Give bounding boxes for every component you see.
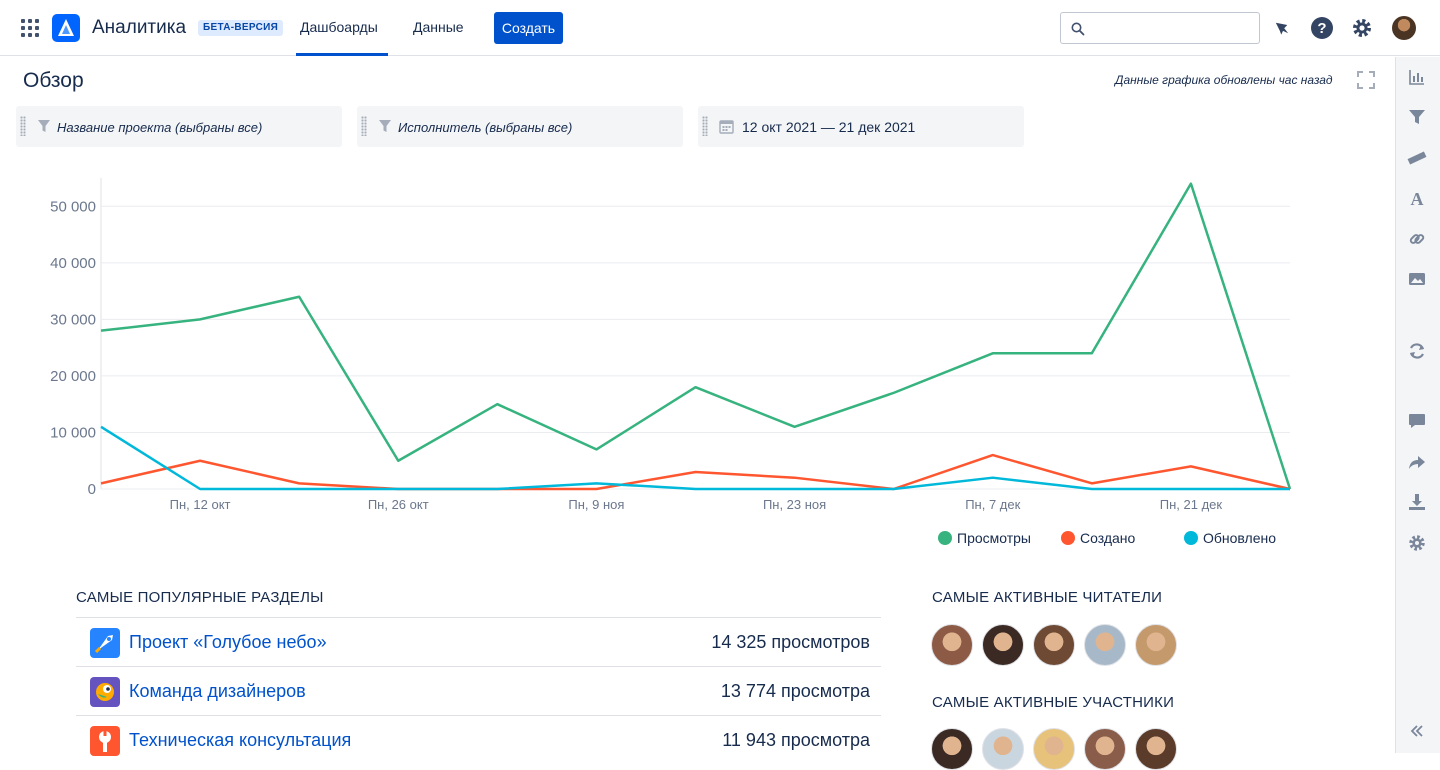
x-tick-label: Пн, 9 ноя [568,497,624,512]
user-avatar[interactable] [982,624,1024,666]
table-row[interactable]: Проект «Голубое небо» 14 325 просмотров [76,617,881,666]
y-tick-label: 10 000 [50,424,96,441]
date-range-filter[interactable]: 12 окт 2021 — 21 дек 2021 [698,106,1024,147]
top-readers-avatars [931,624,1181,666]
x-tick-label: Пн, 26 окт [368,497,429,512]
refresh-icon[interactable] [1407,341,1427,361]
space-name-link[interactable]: Команда дизайнеров [129,681,306,701]
link-icon[interactable] [1407,229,1427,249]
legend-item-views[interactable]: Просмотры [938,530,1031,548]
series-line-0 [100,182,1292,490]
table-row[interactable]: Команда дизайнеров 13 774 просмотра [76,666,881,715]
wrench-space-icon [90,726,120,756]
top-readers-title: САМЫЕ АКТИВНЫЕ ЧИТАТЕЛИ [932,589,1163,606]
y-tick-label: 30 000 [50,311,96,328]
comment-icon[interactable] [1407,411,1427,431]
page-title: Обзор [23,69,84,92]
text-icon[interactable]: A [1407,188,1427,208]
top-navigation: Аналитика БЕТА-ВЕРСИЯ Дашбоарды Данные С… [0,0,1440,56]
parrot-space-icon [90,677,120,707]
image-icon[interactable] [1407,269,1427,289]
chart-canvas: 0 10 000 20 000 30 000 40 000 50 000 Пн, 12 ок… [50,178,1292,512]
space-name-link[interactable]: Техническая консультация [129,730,352,750]
tab-data[interactable]: Данные [413,19,464,35]
y-tick-label: 0 [88,481,96,498]
activity-line-chart: 0 10 000 20 000 30 000 40 000 50 000 Пн, 12 ок… [0,160,1395,560]
legend-item-created[interactable]: Создано [1061,530,1135,548]
legend-label: Просмотры [957,530,1031,546]
space-views: 11 943 просмотра [722,730,870,750]
share-icon[interactable] [1407,452,1427,472]
tab-dashboards[interactable]: Дашбоарды [300,19,378,35]
user-avatar[interactable] [1135,728,1177,770]
user-avatar[interactable] [1033,728,1075,770]
help-icon[interactable]: ? [1310,16,1334,40]
legend-dot [938,531,952,545]
user-avatar[interactable] [1084,728,1126,770]
filter-icon[interactable] [1407,107,1427,127]
user-avatar[interactable] [982,728,1024,770]
y-tick-label: 40 000 [50,255,96,272]
space-name-link[interactable]: Проект «Голубое небо» [129,632,327,652]
user-avatar[interactable] [931,624,973,666]
app-title: Аналитика [92,17,187,38]
legend-label: Обновлено [1203,530,1277,546]
product-logo-icon[interactable] [52,14,80,42]
x-tick-label: Пн, 21 дек [1160,497,1223,512]
collapse-icon[interactable] [1407,721,1427,741]
legend-item-updated[interactable]: Обновлено [1184,530,1276,548]
bar-chart-icon[interactable] [1407,67,1427,87]
download-icon[interactable] [1407,492,1427,512]
ruler-icon[interactable] [1407,147,1427,167]
popular-spaces-title: САМЫЕ ПОПУЛЯРНЫЕ РАЗДЕЛЫ [76,589,324,606]
legend-dot [1061,531,1075,545]
project-filter-label: Название проекта (выбраны все) [57,120,263,135]
legend-dot [1184,531,1198,545]
project-filter[interactable]: Название проекта (выбраны все) [16,106,342,147]
right-sidebar: A [1395,57,1440,753]
settings-icon[interactable] [1407,533,1427,553]
beta-badge: БЕТА-ВЕРСИЯ [198,20,284,36]
app-switcher-icon[interactable] [21,19,39,37]
top-contributors-title: САМЫЕ АКТИВНЫЕ УЧАСТНИКИ [932,694,1175,711]
filter-icon [38,120,50,132]
filter-icon [379,120,391,132]
settings-icon[interactable] [1350,16,1374,40]
fullscreen-icon[interactable] [1357,71,1375,89]
popular-spaces-table: Проект «Голубое небо» 14 325 просмотров … [76,617,881,756]
create-button[interactable]: Создать [494,12,563,44]
user-avatar[interactable] [931,728,973,770]
chart-updated-text: Данные графика обновлены час назад [1115,73,1333,87]
space-views: 14 325 просмотров [711,632,870,652]
series-line-2 [100,425,1290,491]
user-avatar[interactable] [1392,16,1416,40]
user-avatar[interactable] [1135,624,1177,666]
assignee-filter[interactable]: Исполнитель (выбраны все) [357,106,683,147]
y-tick-label: 20 000 [50,368,96,385]
drag-handle-icon[interactable] [702,116,708,136]
rocket-space-icon [90,628,120,658]
legend-label: Создано [1080,530,1136,546]
top-contributors-avatars [931,728,1181,770]
space-views: 13 774 просмотра [720,681,870,701]
calendar-icon [719,120,734,134]
drag-handle-icon[interactable] [20,116,26,136]
active-tab-indicator [296,53,388,56]
svg-text:A: A [1411,189,1424,208]
svg-text:?: ? [1317,20,1326,37]
y-tick-label: 50 000 [50,198,96,215]
notifications-icon[interactable] [1270,16,1294,40]
table-row[interactable]: Техническая консультация 11 943 просмотр… [76,715,881,756]
assignee-filter-label: Исполнитель (выбраны все) [398,120,573,135]
x-tick-label: Пн, 23 ноя [763,497,826,512]
search-input[interactable] [1060,12,1260,44]
user-avatar[interactable] [1033,624,1075,666]
drag-handle-icon[interactable] [361,116,367,136]
x-tick-label: Пн, 12 окт [170,497,231,512]
x-tick-label: Пн, 7 дек [965,497,1020,512]
series-line-1 [100,453,1291,491]
user-avatar[interactable] [1084,624,1126,666]
search-icon [1071,22,1085,36]
date-range-label: 12 окт 2021 — 21 дек 2021 [742,119,916,135]
